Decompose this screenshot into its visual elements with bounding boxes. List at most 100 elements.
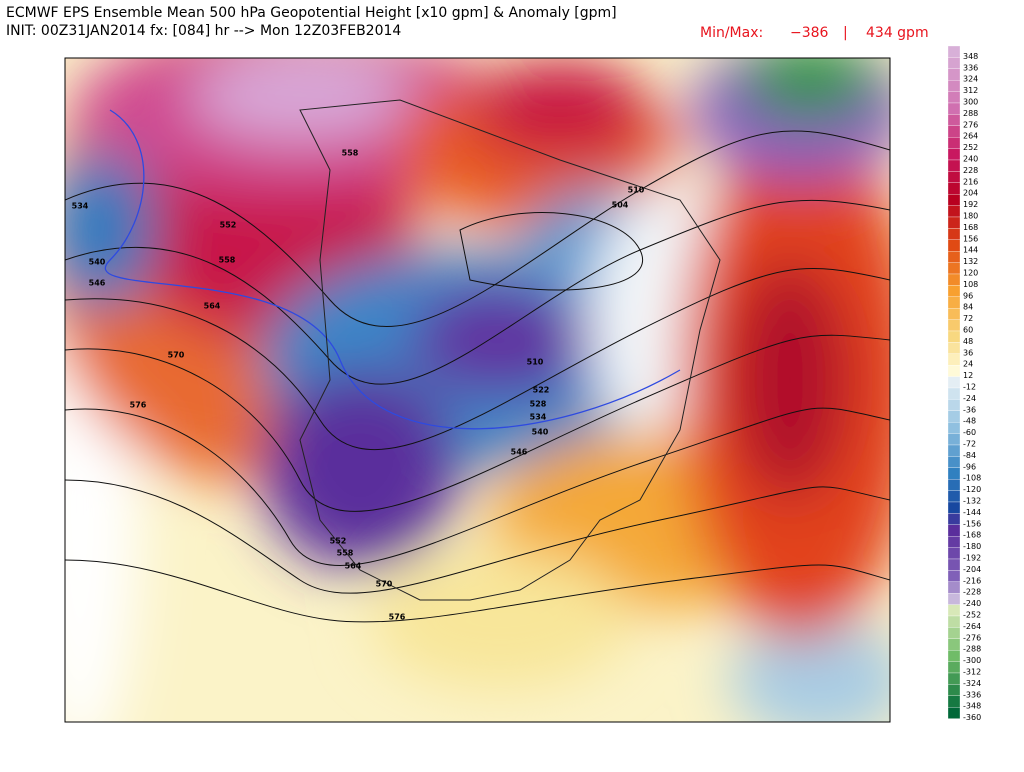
colorbar-label: 24 (963, 360, 973, 369)
colorbar-label: -108 (963, 474, 981, 483)
contour-label: 564 (204, 302, 221, 311)
colorbar-swatch (947, 205, 961, 218)
colorbar-label: -36 (963, 405, 976, 414)
colorbar-label: 180 (963, 212, 978, 221)
colorbar-swatch (947, 604, 961, 617)
colorbar-swatch (947, 308, 961, 320)
colorbar-label: -336 (963, 690, 981, 699)
colorbar-swatch (947, 684, 961, 696)
colorbar-swatch (947, 433, 961, 446)
colorbar-swatch (947, 171, 961, 183)
colorbar-swatch (947, 353, 961, 366)
colorbar-swatch (947, 672, 961, 685)
colorbar-swatch (947, 239, 961, 252)
colorbar-label: -348 (963, 702, 981, 711)
colorbar-swatch (947, 68, 961, 81)
colorbar-swatch (947, 114, 961, 126)
colorbar-swatch (947, 125, 961, 138)
contour-label: 540 (89, 258, 106, 267)
colorbar-label: 60 (963, 326, 973, 335)
colorbar-swatch (947, 707, 961, 719)
colorbar-swatch (947, 627, 961, 639)
contour-label: 534 (530, 413, 547, 422)
colorbar-label: 228 (963, 166, 978, 175)
colorbar-label: -180 (963, 542, 981, 551)
colorbar-label: 72 (963, 314, 973, 323)
colorbar-label: 12 (963, 371, 973, 380)
colorbar-label: -264 (963, 622, 981, 631)
colorbar-label: 168 (963, 223, 978, 232)
separator: | (843, 25, 848, 41)
contour-label: 504 (612, 201, 629, 210)
colorbar-label: 192 (963, 200, 978, 209)
colorbar-label: -60 (963, 428, 976, 437)
colorbar-swatch (947, 536, 961, 548)
colorbar-swatch (947, 422, 961, 434)
colorbar-swatch (947, 228, 961, 240)
colorbar-swatch (947, 57, 961, 69)
colorbar-swatch (947, 387, 961, 400)
colorbar-label: -312 (963, 668, 981, 677)
colorbar-swatch (947, 581, 961, 594)
colorbar-swatch (947, 80, 961, 92)
colorbar-swatch (947, 456, 961, 468)
colorbar-swatch (947, 376, 961, 389)
colorbar-swatch (947, 45, 961, 58)
colorbar-label: 48 (963, 337, 973, 346)
colorbar-label: 348 (963, 52, 978, 61)
colorbar-swatch (947, 695, 961, 708)
colorbar-swatch (947, 650, 961, 662)
colorbar-label: -324 (963, 679, 981, 688)
contour-label: 510 (527, 358, 544, 367)
colorbar-label: -24 (963, 394, 976, 403)
colorbar-label: -276 (963, 633, 981, 642)
colorbar-swatch (947, 319, 961, 332)
contour-label: 558 (342, 149, 359, 158)
colorbar-swatch (947, 365, 961, 377)
colorbar-swatch (947, 262, 961, 275)
colorbar-swatch (947, 137, 961, 149)
contour-label: 558 (219, 256, 236, 265)
colorbar-label: -216 (963, 576, 981, 585)
coastline (299, 99, 721, 601)
contour-label: 534 (72, 202, 89, 211)
colorbar-label: -156 (963, 519, 981, 528)
colorbar-swatch (947, 148, 961, 161)
colorbar-label: -48 (963, 417, 976, 426)
colorbar-label: -120 (963, 485, 981, 494)
contour-label: 570 (376, 580, 393, 589)
colorbar-label: -192 (963, 554, 981, 563)
colorbar-swatch (947, 330, 961, 343)
colorbar-label: -288 (963, 645, 981, 654)
colorbar-label: 240 (963, 155, 978, 164)
colorbar-label: 276 (963, 120, 978, 129)
colorbar-swatch (947, 342, 961, 354)
reference-contour (104, 109, 681, 430)
colorbar-label: -132 (963, 497, 981, 506)
map-frame (64, 57, 891, 723)
colorbar-swatch (947, 285, 961, 297)
colorbar-swatch (947, 296, 961, 309)
colorbar-swatch (947, 558, 961, 571)
colorbar-label: -300 (963, 656, 981, 665)
colorbar-label: 216 (963, 177, 978, 186)
contour-label: 510 (628, 186, 645, 195)
colorbar-swatch (947, 91, 961, 104)
colorbar-label: -252 (963, 611, 981, 620)
colorbar-swatch (947, 524, 961, 537)
colorbar-label: -204 (963, 565, 981, 574)
colorbar-label: 264 (963, 132, 978, 141)
colorbar-label: -72 (963, 440, 976, 449)
colorbar-swatch (947, 182, 961, 195)
colorbar-swatch (947, 273, 961, 286)
colorbar-label: -144 (963, 508, 981, 517)
contour-label: 528 (530, 400, 547, 409)
colorbar-label: 132 (963, 257, 978, 266)
colorbar-swatch (947, 490, 961, 503)
contour-label: 552 (330, 537, 347, 546)
contour-label: 576 (389, 613, 406, 622)
colorbar-swatch (947, 159, 961, 172)
colorbar-swatch (947, 593, 961, 605)
contour-label: 570 (168, 351, 185, 360)
colorbar-label: 288 (963, 109, 978, 118)
